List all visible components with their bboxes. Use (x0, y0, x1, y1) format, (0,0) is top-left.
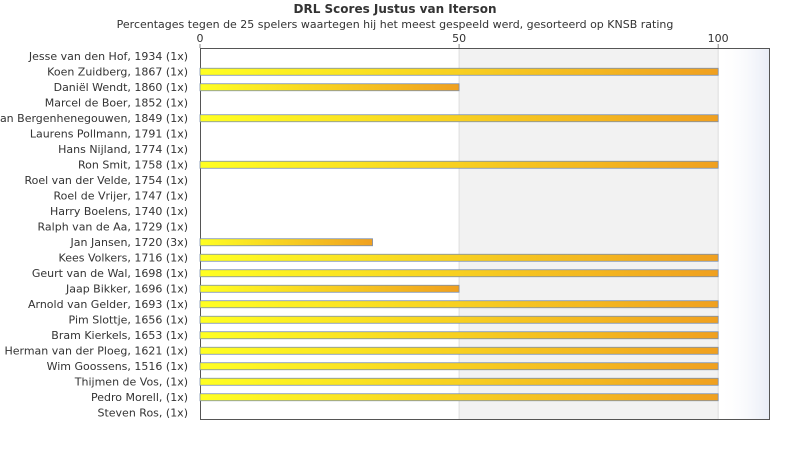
bar (199, 362, 719, 371)
plot-border (200, 48, 770, 420)
category-label: Koen Zuidberg, 1867 (1x) (47, 65, 188, 78)
alternate-band (459, 48, 719, 420)
bar (199, 331, 719, 340)
x-tick-label: 100 (708, 32, 729, 45)
category-label: Geurt van de Wal, 1698 (1x) (32, 267, 188, 280)
bar (199, 67, 719, 76)
bar (199, 315, 719, 324)
bar (199, 253, 719, 262)
bar (199, 284, 460, 293)
x-tick-label: 0 (197, 32, 204, 45)
category-label: Ralph van de Aa, 1729 (1x) (38, 220, 188, 233)
bar (199, 160, 719, 169)
category-label: Bram Kierkels, 1653 (1x) (51, 329, 188, 342)
category-label: Herman van der Ploeg, 1621 (1x) (4, 344, 188, 357)
edge-shade (718, 48, 770, 420)
category-label: Jan Jansen, 1720 (3x) (70, 236, 188, 249)
bar (199, 300, 719, 309)
bars (199, 67, 719, 402)
bar (199, 393, 719, 402)
category-label: Marcel de Boer, 1852 (1x) (45, 96, 188, 109)
category-label: Roel de Vrijer, 1747 (1x) (54, 189, 188, 202)
bar (199, 377, 719, 386)
category-label: Pim Slottje, 1656 (1x) (69, 313, 188, 326)
category-label: Ron Smit, 1758 (1x) (78, 158, 188, 171)
x-tick-label: 50 (452, 32, 466, 45)
x-axis-ticks: 0 50 100 (197, 32, 729, 48)
category-label: Arnold van Gelder, 1693 (1x) (28, 298, 188, 311)
plot-area (200, 48, 770, 420)
grid-lines (200, 48, 770, 420)
category-label: Jesse van den Hof, 1934 (1x) (28, 50, 188, 63)
category-label: Roel van der Velde, 1754 (1x) (24, 174, 188, 187)
bar (199, 114, 719, 123)
category-label: Jeroen van Bergenhenegouwen, 1849 (1x) (0, 112, 188, 125)
category-label: Thijmen de Vos, (1x) (74, 375, 188, 388)
category-label: Laurens Pollmann, 1791 (1x) (30, 127, 188, 140)
category-label: Wim Goossens, 1516 (1x) (47, 360, 188, 373)
bar (199, 83, 460, 92)
bar (199, 346, 719, 355)
y-axis-labels: Jesse van den Hof, 1934 (1x) Koen Zuidber… (0, 50, 188, 420)
category-label: Steven Ros, (1x) (97, 406, 188, 419)
bar (199, 269, 719, 278)
category-label: Jaap Bikker, 1696 (1x) (65, 282, 188, 295)
category-label: Hans Nijland, 1774 (1x) (58, 143, 188, 156)
category-label: Harry Boelens, 1740 (1x) (50, 205, 188, 218)
chart-title: DRL Scores Justus van Iterson (293, 2, 497, 16)
chart-subtitle: Percentages tegen de 25 spelers waartege… (116, 18, 674, 31)
category-label: Daniël Wendt, 1860 (1x) (54, 81, 188, 94)
category-label: Kees Volkers, 1716 (1x) (59, 251, 188, 264)
bar (199, 238, 373, 247)
category-label: Pedro Morell, (1x) (91, 391, 188, 404)
